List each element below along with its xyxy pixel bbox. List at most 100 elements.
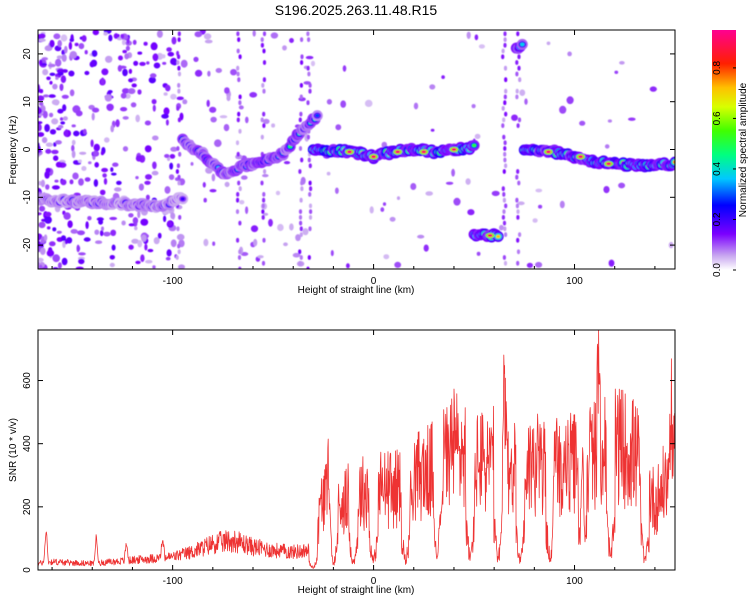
noise-speck bbox=[465, 178, 471, 185]
streak-speck bbox=[518, 77, 522, 83]
noise-speck bbox=[138, 183, 144, 191]
snr-panel: -100 0 100 0 200 400 600 Height of straight l… bbox=[8, 329, 676, 596]
streak-speck bbox=[236, 117, 240, 123]
streak-speck bbox=[262, 31, 267, 37]
noise-speck bbox=[85, 221, 89, 230]
noise-speck bbox=[604, 144, 610, 149]
snr-x-axis: -100 0 100 bbox=[51, 330, 656, 587]
streak-speck bbox=[261, 209, 265, 215]
noise-speck bbox=[71, 139, 76, 146]
noise-speck bbox=[466, 31, 471, 39]
streak-speck bbox=[177, 54, 181, 60]
noise-speck bbox=[41, 137, 48, 144]
streak-speck bbox=[177, 37, 181, 42]
streak-speck bbox=[299, 220, 303, 226]
streak-speck bbox=[238, 249, 242, 255]
noise-speck bbox=[55, 140, 62, 145]
ridge-core bbox=[672, 160, 675, 164]
noise-speck bbox=[45, 142, 54, 147]
noise-speck bbox=[78, 178, 84, 186]
streak-speck bbox=[236, 31, 240, 37]
noise-speck bbox=[121, 220, 126, 226]
noise-speck bbox=[223, 124, 230, 132]
noise-speck bbox=[84, 177, 91, 182]
noise-speck bbox=[78, 159, 82, 163]
streak-speck bbox=[236, 192, 240, 197]
noise-speck bbox=[305, 55, 314, 60]
noise-speck bbox=[101, 167, 108, 173]
streak-speck bbox=[501, 186, 505, 192]
noise-speck bbox=[69, 51, 78, 59]
noise-speck bbox=[51, 185, 60, 190]
x-tick-label: -100 bbox=[163, 276, 183, 287]
noise-speck bbox=[58, 124, 64, 129]
noise-speck bbox=[107, 90, 113, 94]
noise-speck bbox=[566, 96, 574, 105]
noise-speck bbox=[113, 33, 119, 39]
noise-speck bbox=[105, 55, 113, 63]
noise-speck bbox=[167, 221, 172, 227]
noise-speck bbox=[205, 167, 213, 174]
noise-speck bbox=[67, 220, 73, 228]
streak-speck bbox=[177, 180, 181, 186]
noise-speck bbox=[137, 210, 141, 219]
streak-speck bbox=[299, 94, 303, 100]
noise-speck bbox=[140, 218, 149, 226]
snr-series-line bbox=[38, 330, 675, 569]
noise-speck bbox=[131, 238, 139, 244]
noise-speck bbox=[55, 161, 63, 168]
noise-speck bbox=[88, 161, 92, 165]
y-tick-label: 0 bbox=[22, 567, 33, 573]
noise-speck bbox=[511, 114, 518, 121]
streak-speck bbox=[515, 60, 519, 65]
noise-speck bbox=[81, 35, 87, 42]
streak-speck bbox=[177, 243, 181, 249]
noise-speck bbox=[150, 42, 158, 51]
streak-speck bbox=[260, 180, 264, 186]
streak-speck bbox=[308, 226, 312, 232]
x-tick-label: 0 bbox=[371, 576, 377, 587]
noise-speck bbox=[146, 61, 150, 65]
noise-speck bbox=[190, 162, 194, 166]
streak-speck bbox=[515, 174, 519, 180]
noise-speck bbox=[474, 34, 479, 41]
streak-speck bbox=[177, 31, 181, 37]
streak-speck bbox=[503, 226, 507, 232]
noise-speck bbox=[38, 205, 46, 212]
noise-speck bbox=[40, 179, 46, 188]
noise-speck bbox=[335, 124, 342, 131]
noise-speck bbox=[429, 84, 436, 90]
noise-speck bbox=[130, 102, 137, 108]
noise-speck bbox=[128, 78, 134, 83]
noise-speck bbox=[103, 178, 108, 185]
noise-speck bbox=[83, 128, 87, 135]
streak-speck bbox=[503, 260, 508, 266]
noise-speck bbox=[69, 38, 75, 42]
streak-speck bbox=[503, 146, 507, 151]
noise-speck bbox=[144, 120, 151, 126]
noise-speck bbox=[75, 266, 84, 269]
noise-speck bbox=[120, 92, 127, 99]
noise-speck bbox=[71, 150, 76, 159]
noise-speck bbox=[92, 107, 100, 113]
noise-speck bbox=[73, 160, 80, 165]
noise-speck bbox=[152, 265, 156, 269]
streak-speck bbox=[300, 157, 304, 163]
noise-speck bbox=[111, 172, 117, 176]
noise-speck bbox=[499, 224, 504, 231]
noise-speck bbox=[38, 107, 42, 115]
noise-speck bbox=[128, 223, 135, 227]
hotspot-core bbox=[606, 162, 612, 166]
noise-speck bbox=[271, 123, 276, 128]
noise-speck bbox=[49, 129, 57, 135]
streak-speck bbox=[503, 140, 507, 146]
noise-speck bbox=[382, 202, 387, 206]
y-tick-label: 400 bbox=[22, 435, 33, 452]
noise-speck bbox=[45, 148, 52, 154]
noise-speck bbox=[55, 58, 62, 67]
noise-speck bbox=[137, 240, 143, 248]
noise-speck bbox=[559, 200, 565, 209]
streak-speck bbox=[517, 117, 522, 123]
streak-speck bbox=[177, 88, 181, 94]
noise-speck bbox=[206, 99, 210, 107]
